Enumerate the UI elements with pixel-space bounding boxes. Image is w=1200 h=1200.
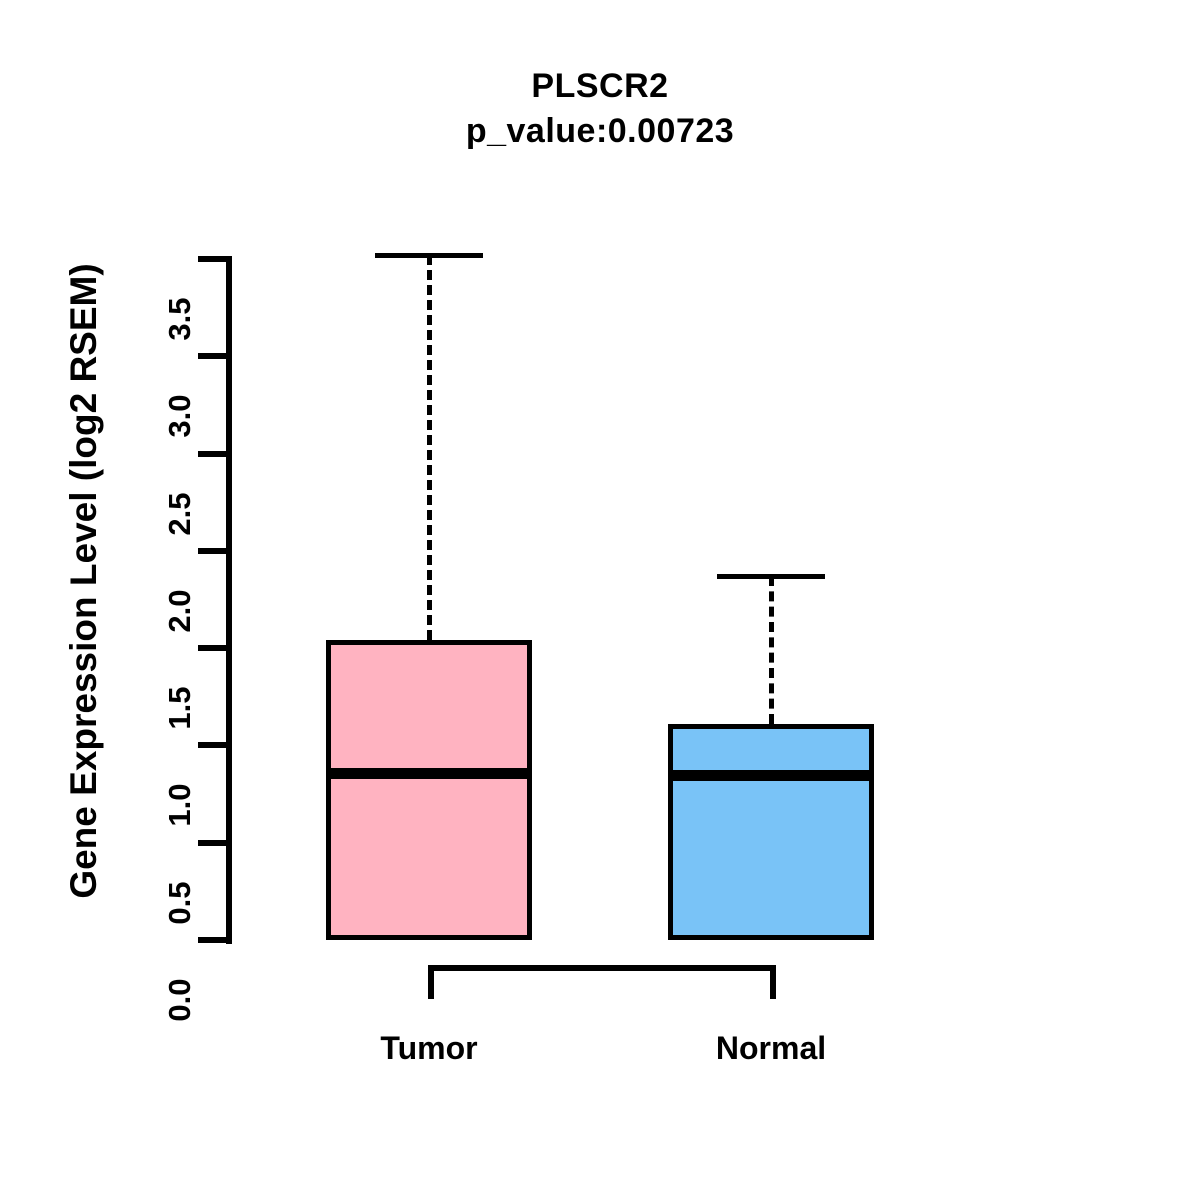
p-value-subtitle: p_value:0.00723: [465, 112, 735, 150]
whisker-cap-tumor: [375, 253, 483, 259]
y-axis-line: [226, 256, 232, 944]
x-tick-label-normal: Normal: [715, 1030, 827, 1066]
median-line-tumor: [326, 767, 532, 779]
x-tick-mark: [428, 965, 434, 999]
box-normal: [668, 724, 874, 940]
chart-title-block: PLSCR2 p_value:0.00723: [0, 64, 1200, 154]
whisker-line-tumor: [427, 255, 432, 641]
y-axis-label: Gene Expression Level (log2 RSEM): [63, 263, 104, 899]
x-axis-line: [428, 965, 776, 971]
whisker-cap-normal: [717, 574, 825, 580]
y-tick-mark: [198, 353, 228, 360]
box-tumor: [326, 640, 532, 940]
x-tick-mark: [770, 965, 776, 999]
x-tick-label-tumor: Tumor: [380, 1030, 478, 1066]
page-title: PLSCR2: [531, 67, 669, 105]
y-tick-mark: [198, 937, 228, 943]
y-tick-mark: [198, 839, 228, 846]
y-tick-label: 3.5: [162, 297, 197, 341]
y-tick-mark: [198, 547, 228, 554]
y-tick-mark: [198, 256, 228, 262]
y-tick-mark: [198, 450, 228, 457]
y-tick-mark: [198, 742, 228, 749]
median-line-normal: [668, 769, 874, 781]
whisker-line-normal: [769, 576, 774, 724]
y-tick-mark: [198, 645, 228, 652]
